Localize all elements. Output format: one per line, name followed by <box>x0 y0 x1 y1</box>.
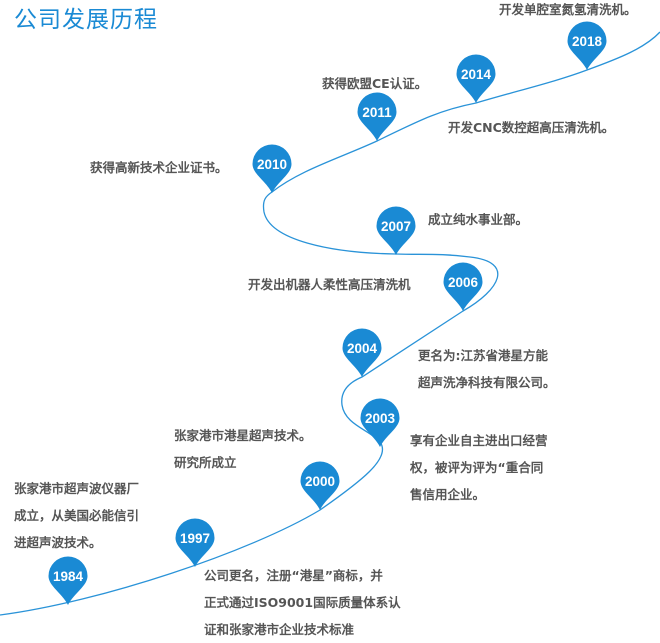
map-pin-icon <box>342 328 382 377</box>
description-line: 成立纯水事业部。 <box>428 212 529 227</box>
milestone-pin-2006: 2006 <box>443 262 483 311</box>
description-line: 更名为:江苏省港星方能 <box>418 348 548 363</box>
milestone-year: 2006 <box>448 275 479 290</box>
description-line: 正式通过ISO9001国际质量体系认 <box>204 595 401 610</box>
milestone-year: 1984 <box>53 569 84 584</box>
map-pin-icon <box>357 92 397 141</box>
milestone-year: 1997 <box>180 531 210 546</box>
milestone-year: 2004 <box>347 341 378 356</box>
milestone-description: 公司更名，注册“港星”商标，并 正式通过ISO9001国际质量体系认 证和张家港市企… <box>204 562 401 643</box>
milestone-description: 张家港市港星超声技术。 研究所成立 <box>174 422 312 476</box>
milestone-pin-2011: 2011 <box>357 92 397 141</box>
description-line: 开发出机器人柔性高压清洗机 <box>248 277 411 292</box>
milestone-pin-2004: 2004 <box>342 328 382 377</box>
milestone-pin-2000: 2000 <box>300 461 340 510</box>
description-line: 开发CNC数控超高压清洗机。 <box>448 120 615 135</box>
description-line: 公司更名，注册“港星”商标，并 <box>204 568 383 583</box>
description-line: 权，被评为评为“重合同 <box>410 460 544 475</box>
milestone-pin-2014: 2014 <box>456 54 496 103</box>
milestone-description: 开发出机器人柔性高压清洗机 <box>248 271 411 298</box>
map-pin-icon <box>456 54 496 103</box>
description-line: 超声洗净科技有限公司。 <box>418 375 556 390</box>
milestone-pin-2003: 2003 <box>360 398 400 447</box>
map-pin-icon <box>252 144 292 193</box>
milestone-description: 开发CNC数控超高压清洗机。 <box>448 114 614 141</box>
milestone-year: 2011 <box>362 105 392 120</box>
description-line: 享有企业自主进出口经营 <box>410 433 548 448</box>
description-line: 售信用企业。 <box>410 487 486 502</box>
map-pin-icon <box>175 518 215 567</box>
milestone-year: 2003 <box>365 411 396 426</box>
map-pin-icon <box>360 398 400 447</box>
milestone-year: 2018 <box>572 34 603 49</box>
milestone-description: 开发单腔室氮氢清洗机。 <box>499 0 637 23</box>
description-line: 张家港市超声波仪器厂 <box>14 481 140 496</box>
milestone-pin-2007: 2007 <box>376 206 416 255</box>
map-pin-icon <box>376 206 416 255</box>
description-line: 进超声波技术。 <box>14 535 102 550</box>
milestone-pin-2010: 2010 <box>252 144 292 193</box>
milestone-pin-1984: 1984 <box>48 556 88 605</box>
map-pin-icon <box>300 461 340 510</box>
description-line: 获得欧盟CE认证。 <box>322 76 428 91</box>
description-line: 开发单腔室氮氢清洗机。 <box>499 2 637 17</box>
milestone-pin-1997: 1997 <box>175 518 215 567</box>
description-line: 获得高新技术企业证书。 <box>90 160 228 175</box>
milestone-year: 2010 <box>257 157 287 172</box>
milestone-year: 2000 <box>305 474 335 489</box>
description-line: 研究所成立 <box>174 455 237 470</box>
milestone-pin-2018: 2018 <box>567 21 607 70</box>
timeline-graphic: 1984 1997 2000 2003 2004 2006 2007 2010 2011 2014… <box>0 21 660 616</box>
description-line: 成立，从美国必能信引 <box>14 508 140 523</box>
description-line: 张家港市港星超声技术。 <box>174 428 312 443</box>
page-title: 公司发展历程 <box>14 7 158 33</box>
milestone-year: 2007 <box>381 219 411 234</box>
map-pin-icon <box>48 556 88 605</box>
milestone-year: 2014 <box>461 67 492 82</box>
milestone-description: 成立纯水事业部。 <box>428 206 528 233</box>
milestone-description: 更名为:江苏省港星方能 超声洗净科技有限公司。 <box>418 342 556 396</box>
milestone-description: 享有企业自主进出口经营 权，被评为评为“重合同 售信用企业。 <box>410 427 548 508</box>
timeline-curve <box>0 31 660 616</box>
milestone-description: 获得欧盟CE认证。 <box>322 70 427 97</box>
map-pin-icon <box>443 262 483 311</box>
milestone-description: 张家港市超声波仪器厂 成立，从美国必能信引 进超声波技术。 <box>14 475 139 556</box>
milestone-description: 获得高新技术企业证书。 <box>90 154 228 181</box>
map-pin-icon <box>567 21 607 70</box>
